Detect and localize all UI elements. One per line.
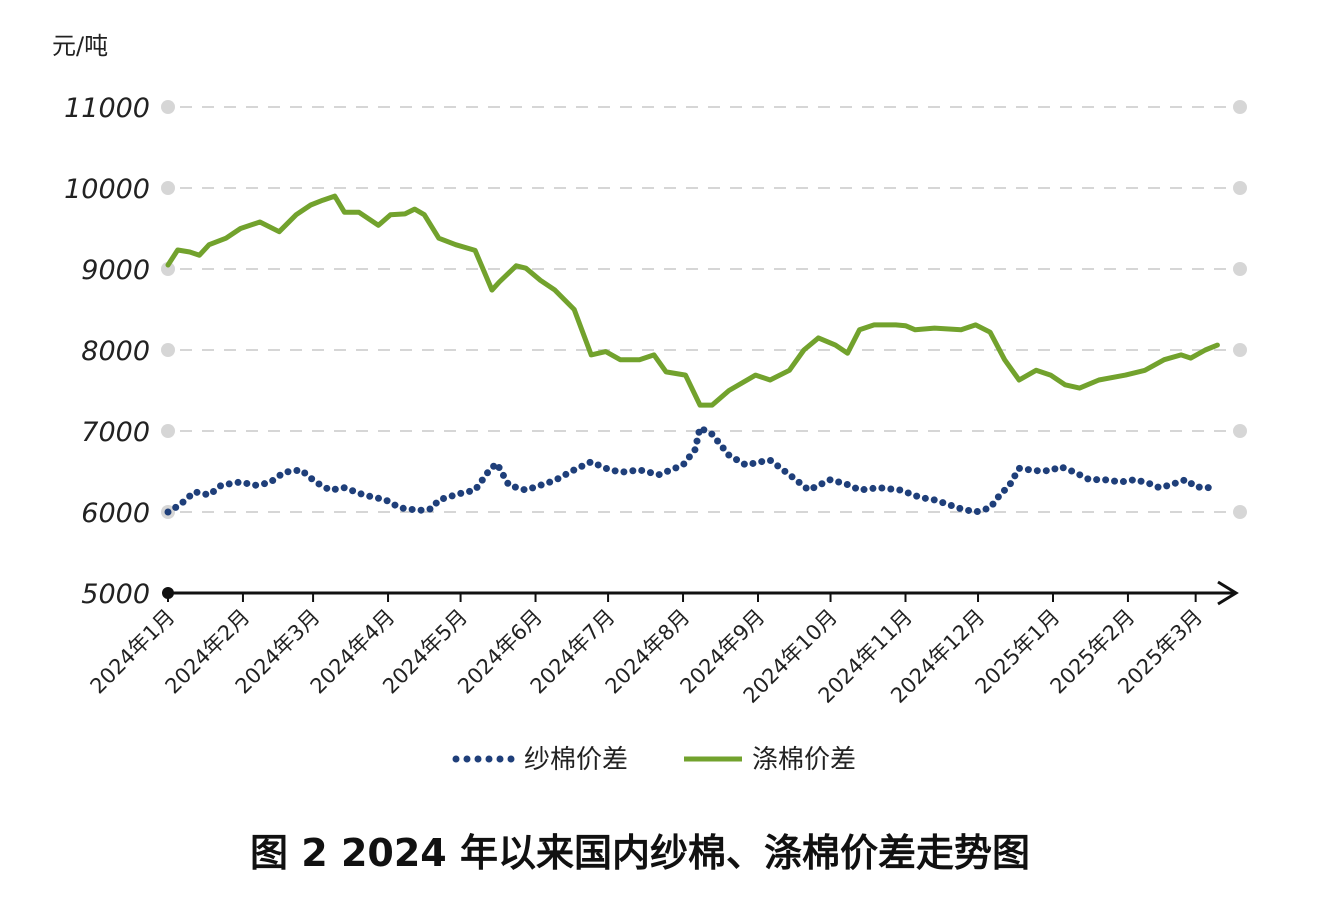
gridline-left-dot bbox=[161, 343, 175, 357]
gridline-left-dot bbox=[161, 424, 175, 438]
y-tick-label: 10000 bbox=[64, 174, 150, 205]
gridline-right-dot bbox=[1233, 100, 1247, 114]
series-lines bbox=[164, 193, 1220, 516]
y-tick-label: 8000 bbox=[81, 336, 150, 367]
legend: 纱棉价差 涤棉价差 bbox=[452, 745, 856, 775]
gridline-right-dot bbox=[1233, 343, 1247, 357]
y-tick-label: 9000 bbox=[81, 255, 150, 286]
gridlines bbox=[161, 100, 1247, 519]
y-tick-label: 5000 bbox=[81, 579, 150, 610]
gridline-left-dot bbox=[161, 262, 175, 276]
x-axis-arrow-icon bbox=[1217, 580, 1239, 606]
y-tick-label: 6000 bbox=[81, 498, 150, 529]
y-tick-label: 7000 bbox=[81, 417, 150, 448]
legend-label-yarn-cotton: 纱棉价差 bbox=[524, 745, 628, 775]
gridline-right-dot bbox=[1233, 262, 1247, 276]
series-line-yarn-cotton-spread bbox=[164, 424, 1214, 516]
gridline-left-dot bbox=[161, 181, 175, 195]
x-axis-ticks: 2024年1月2024年2月2024年3月2024年4月2024年5月2024年… bbox=[86, 593, 1207, 708]
x-axis bbox=[162, 580, 1239, 606]
y-axis-unit-label: 元/吨 bbox=[52, 32, 108, 60]
chart-title: 图 2 2024 年以来国内纱棉、涤棉价差走势图 bbox=[250, 831, 1030, 875]
legend-label-polyester-cotton: 涤棉价差 bbox=[752, 745, 856, 775]
y-tick-label: 11000 bbox=[64, 93, 150, 124]
gridline-right-dot bbox=[1233, 424, 1247, 438]
series-line-polyester-cotton-spread bbox=[165, 193, 1220, 408]
y-axis-ticks: 11000 10000 9000 8000 7000 6000 5000 bbox=[64, 93, 150, 610]
gridline-right-dot bbox=[1233, 181, 1247, 195]
gridline-right-dot bbox=[1233, 505, 1247, 519]
gridline-left-dot bbox=[161, 100, 175, 114]
